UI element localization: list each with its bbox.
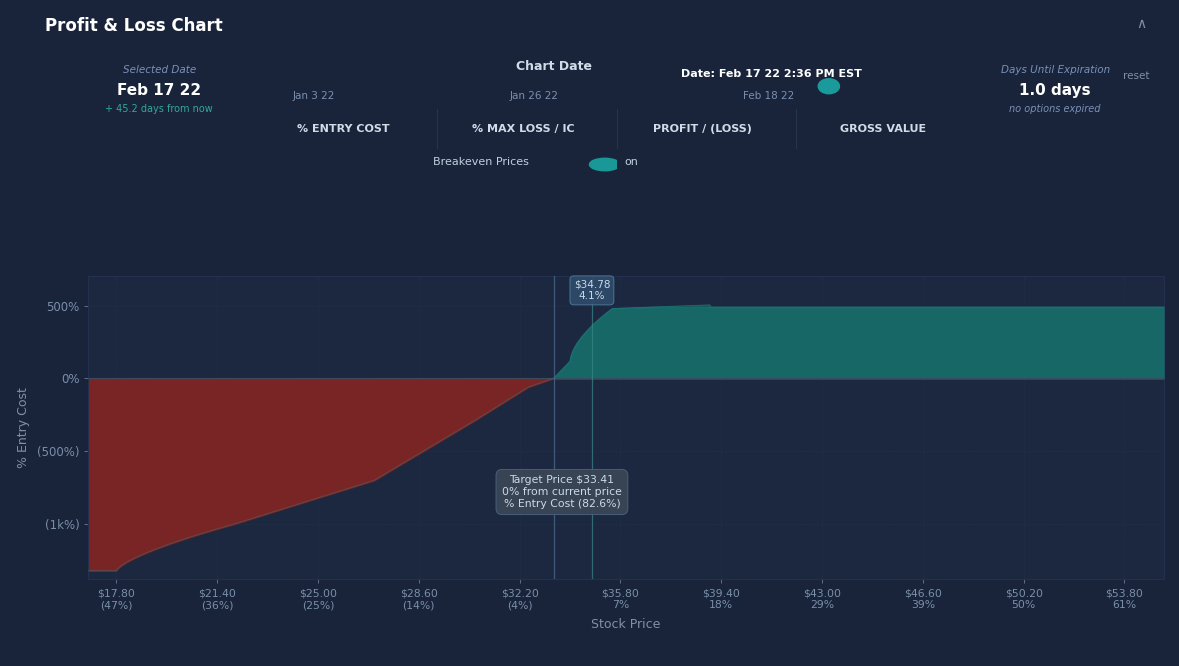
Text: Feb 17 22: Feb 17 22 [117, 83, 202, 98]
Text: ∧: ∧ [1137, 17, 1146, 31]
Text: % MAX LOSS / IC: % MAX LOSS / IC [472, 124, 574, 135]
Text: Target Price $33.41
0% from current price
% Entry Cost (82.6%): Target Price $33.41 0% from current pric… [502, 476, 621, 509]
Text: Jan 26 22: Jan 26 22 [509, 91, 559, 101]
Circle shape [818, 79, 839, 94]
Text: $34.78
4.1%: $34.78 4.1% [574, 280, 611, 301]
Text: Chart Date: Chart Date [516, 60, 592, 73]
Text: no options expired: no options expired [1009, 104, 1101, 114]
Text: Breakeven Prices: Breakeven Prices [433, 157, 529, 167]
Text: GROSS VALUE: GROSS VALUE [839, 124, 926, 135]
Circle shape [590, 159, 620, 170]
Text: PROFIT / (LOSS): PROFIT / (LOSS) [653, 124, 752, 135]
Y-axis label: % Entry Cost: % Entry Cost [17, 388, 29, 468]
Text: + 45.2 days from now: + 45.2 days from now [105, 104, 213, 114]
Text: Selected Date: Selected Date [123, 65, 196, 75]
Text: % ENTRY COST: % ENTRY COST [297, 124, 389, 135]
Text: 1.0 days: 1.0 days [1020, 83, 1091, 98]
Text: Profit & Loss Chart: Profit & Loss Chart [45, 17, 223, 35]
Text: Date: Feb 17 22 2:36 PM EST: Date: Feb 17 22 2:36 PM EST [680, 69, 862, 79]
X-axis label: Stock Price: Stock Price [592, 619, 660, 631]
Text: on: on [625, 157, 639, 167]
Text: Jan 3 22: Jan 3 22 [292, 91, 335, 101]
Text: Feb 18 22: Feb 18 22 [743, 91, 793, 101]
Text: reset: reset [1124, 71, 1150, 81]
Text: Days Until Expiration: Days Until Expiration [1001, 65, 1109, 75]
